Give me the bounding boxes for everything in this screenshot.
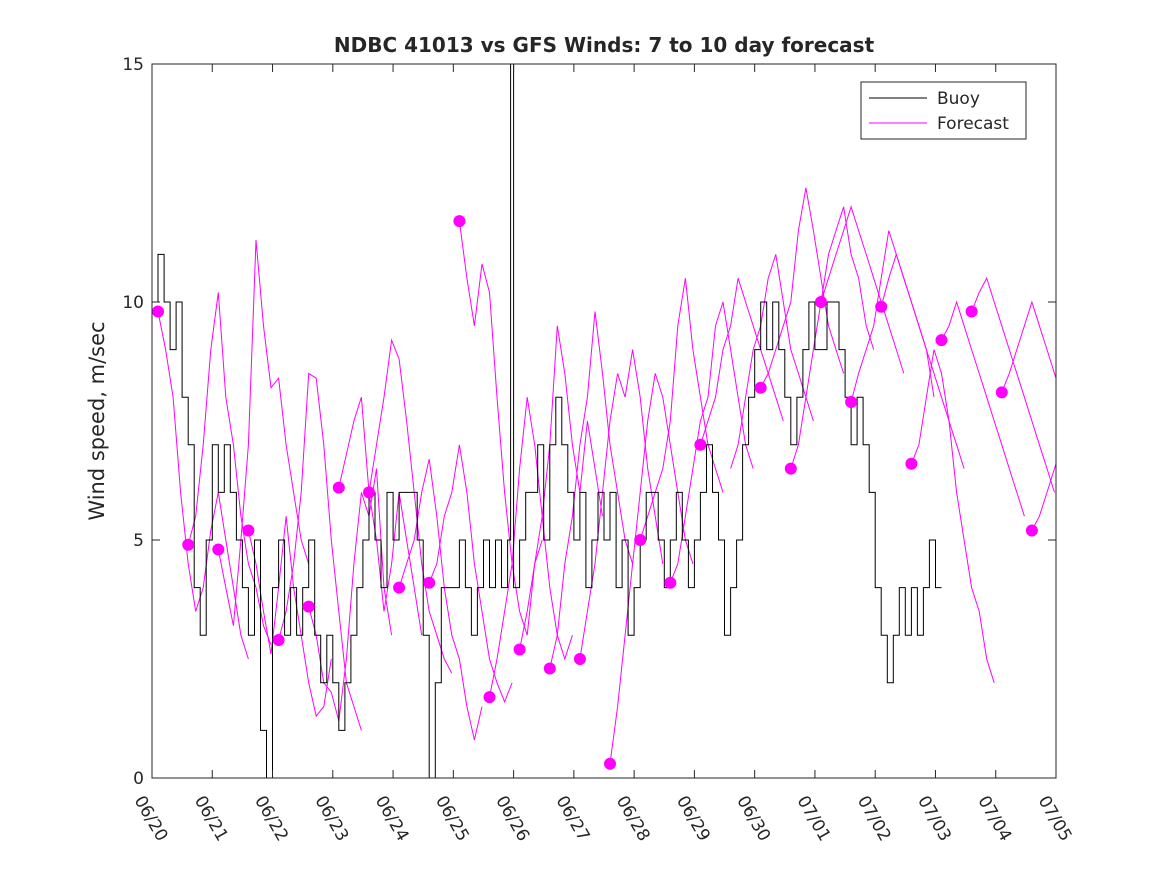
forecast-run-line [519, 325, 603, 650]
forecast-marker [363, 486, 375, 499]
chart-title: NDBC 41013 vs GFS Winds: 7 to 10 day for… [334, 33, 875, 57]
forecast-marker [784, 462, 797, 475]
x-tick-label: 06/25 [431, 793, 473, 845]
x-tick-label: 07/01 [793, 793, 835, 845]
forecast-run-line [820, 205, 905, 374]
forecast-marker [694, 438, 707, 451]
legend: Buoy Forecast [860, 81, 1027, 140]
x-tick-label: 06/30 [732, 793, 774, 845]
forecast-marker [995, 386, 1008, 399]
y-tick-label: 10 [122, 293, 144, 313]
forecast-marker [905, 457, 918, 470]
y-tick-label: 15 [122, 55, 144, 75]
forecast-run-line [489, 397, 573, 698]
forecast-marker [754, 381, 767, 394]
series-group [152, 64, 1056, 778]
forecast-marker [212, 543, 225, 556]
forecast-marker [182, 538, 195, 551]
forecast-marker [242, 524, 255, 537]
plot-area [152, 64, 1056, 778]
forecast-marker [634, 534, 647, 546]
x-tick-label: 06/20 [130, 793, 172, 845]
forecast-run-line [338, 397, 423, 636]
forecast-marker [453, 215, 466, 228]
x-tick-label: 07/04 [973, 793, 1015, 845]
forecast-marker [302, 600, 315, 613]
legend-buoy-label: Buoy [937, 89, 980, 109]
forecast-marker [272, 634, 285, 646]
forecast-run-line [187, 292, 272, 645]
x-tick-label: 06/24 [371, 793, 413, 845]
x-tick-label: 07/03 [913, 793, 955, 845]
x-tick-label: 06/22 [250, 793, 292, 845]
forecast-run-line [880, 252, 965, 469]
forecast-run-line [1001, 300, 1056, 393]
forecast-marker [332, 481, 345, 494]
forecast-marker [573, 653, 586, 665]
forecast-run-line [157, 311, 249, 660]
legend-box [860, 81, 1027, 140]
forecast-marker [513, 643, 526, 656]
forecast-run-line [278, 372, 362, 731]
forecast-run-line [368, 338, 453, 674]
forecast-marker [815, 296, 827, 308]
y-axis-label: Wind speed, m/sec [85, 321, 109, 520]
forecast-marker [393, 581, 406, 594]
forecast-run-line [398, 458, 483, 741]
forecast-marker [1025, 524, 1038, 537]
x-tick-label: 06/23 [310, 793, 352, 845]
x-tick-label: 07/02 [853, 793, 895, 845]
forecast-run-line [458, 221, 543, 636]
forecast-run-line [760, 187, 845, 388]
forecast-run-line [609, 373, 694, 764]
forecast-run-line [699, 278, 784, 445]
forecast-marker [604, 757, 616, 770]
x-tick-label: 06/21 [190, 793, 232, 845]
forecast-run-line [850, 230, 935, 403]
x-tick-label: 06/27 [552, 793, 594, 845]
forecast-run-line [639, 278, 724, 541]
forecast-run-line [217, 240, 310, 626]
forecast-run-line [971, 276, 1055, 493]
buoy-line [152, 64, 942, 778]
y-tick-label: 0 [133, 769, 144, 789]
forecast-marker [152, 305, 164, 318]
x-tick-label: 06/28 [612, 793, 654, 845]
forecast-run-line [669, 301, 754, 583]
forecast-run-line [247, 516, 332, 718]
forecast-marker [935, 334, 948, 347]
forecast-marker [845, 396, 858, 408]
x-tick-label: 06/26 [491, 793, 533, 845]
forecast-marker [543, 662, 556, 675]
forecast-run-line [910, 349, 995, 683]
x-tick-label: 07/05 [1034, 793, 1076, 845]
x-tick-label: 06/29 [672, 793, 714, 845]
forecast-marker [875, 300, 888, 313]
forecast-run-line [790, 206, 875, 469]
forecast-marker [664, 576, 677, 589]
axes-frame [151, 63, 1057, 779]
forecast-run-line [941, 300, 1025, 517]
legend-forecast-label: Forecast [937, 114, 1009, 134]
forecast-marker [965, 305, 978, 318]
forecast-marker [423, 576, 436, 589]
forecast-run-line [579, 349, 664, 660]
y-tick-label: 5 [133, 531, 144, 551]
forecast-run-line [730, 254, 814, 469]
forecast-run-line [1031, 462, 1056, 531]
forecast-run-line [549, 311, 634, 669]
forecast-marker [483, 691, 496, 704]
forecast-run-line [428, 444, 513, 704]
forecast-run-line [308, 468, 393, 722]
axes: 0 5 10 15 06/20 06/21 06/22 06/23 06/24 06/25 06/2… [122, 55, 1075, 845]
